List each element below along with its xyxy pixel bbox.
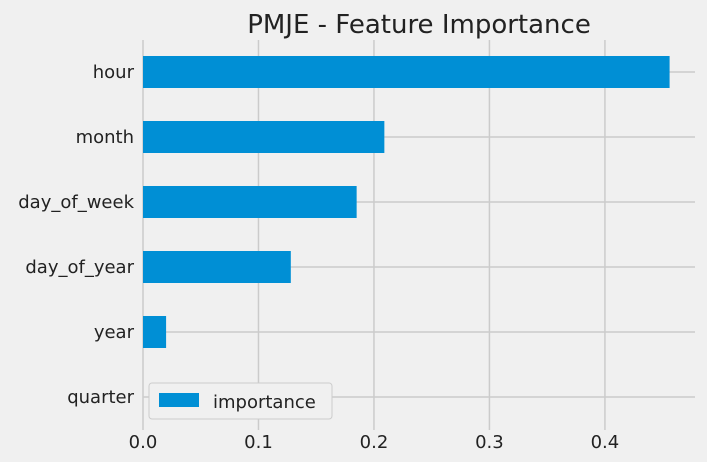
y-tick-label: hour [93,62,135,83]
legend-box [148,382,333,420]
bars [143,56,670,348]
legend: importance [148,382,333,420]
y-tick-label: year [94,322,135,343]
x-tick-label: 0.3 [475,432,504,453]
legend-label: importance [213,392,316,413]
y-tick-label: month [76,127,134,148]
y-tick-label: day_of_year [25,257,134,278]
y-tick-label: day_of_week [18,192,134,213]
bar-month [143,121,385,153]
x-tick-label: 0.4 [591,432,620,453]
bar-day_of_year [143,251,291,283]
bar-day_of_week [143,186,357,218]
x-tick-labels: 0.0 0.1 0.2 0.3 0.4 [129,432,620,453]
bar-hour [143,56,670,88]
x-tick-label: 0.0 [129,432,158,453]
grid-lines [142,40,695,430]
bar-year [143,316,167,348]
chart-title: PMJE - Feature Importance [247,10,591,40]
y-tick-label: quarter [67,387,134,408]
legend-swatch [159,393,199,407]
x-tick-label: 0.2 [360,432,389,453]
x-tick-label: 0.1 [244,432,273,453]
